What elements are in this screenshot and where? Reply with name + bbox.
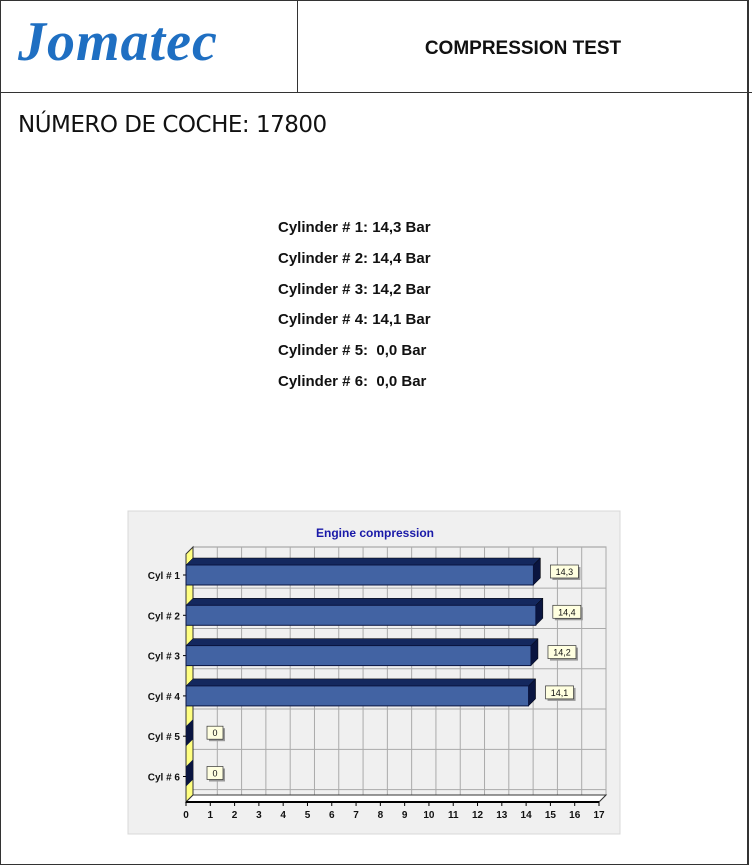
data-label: 14,3 — [556, 567, 574, 577]
y-category-label: Cyl # 6 — [148, 773, 181, 784]
x-tick-label: 9 — [402, 810, 408, 821]
data-label: 14,4 — [558, 607, 576, 617]
bar — [186, 719, 193, 747]
bar — [185, 637, 539, 667]
x-tick-label: 14 — [521, 810, 533, 821]
data-label: 14,1 — [551, 688, 569, 698]
x-tick-label: 8 — [378, 810, 384, 821]
x-tick-label: 12 — [472, 810, 484, 821]
x-tick-label: 17 — [593, 810, 605, 821]
car-number: NÚMERO DE COCHE: 17800 — [18, 112, 327, 138]
bar — [185, 557, 542, 586]
data-label-box — [206, 725, 224, 740]
y-category-label: Cyl # 2 — [148, 611, 181, 622]
header-divider — [0, 92, 752, 93]
cylinder-reading: Cylinder # 1: 14,3 Bar — [278, 219, 431, 236]
data-label-box — [552, 604, 582, 619]
data-label: 14,2 — [553, 648, 571, 658]
cylinder-reading: Cylinder # 2: 14,4 Bar — [278, 250, 431, 267]
bar-top-face — [185, 638, 539, 646]
x-tick-label: 10 — [423, 810, 435, 821]
x-tick-label: 16 — [569, 810, 581, 821]
bar — [185, 678, 537, 707]
bar — [186, 759, 193, 787]
x-tick-label: 7 — [353, 810, 359, 821]
data-label: 0 — [212, 769, 217, 779]
bar-front-face — [185, 604, 537, 626]
y-category-label: Cyl # 1 — [148, 571, 181, 582]
bar — [185, 597, 544, 626]
x-tick-label: 13 — [496, 810, 508, 821]
bar-front-face — [185, 645, 532, 667]
x-tick-label: 3 — [256, 810, 262, 821]
cylinder-reading: Cylinder # 4: 14,1 Bar — [278, 311, 431, 328]
cylinder-reading: Cylinder # 5: 0,0 Bar — [278, 342, 427, 359]
bar-front-face — [185, 685, 530, 707]
x-tick-label: 2 — [232, 810, 238, 821]
y-category-label: Cyl # 3 — [148, 652, 181, 663]
x-tick-label: 6 — [329, 810, 335, 821]
bar-top-face — [185, 678, 537, 687]
header-vertical-divider — [297, 0, 298, 92]
x-tick-label: 5 — [305, 810, 311, 821]
cylinder-reading: Cylinder # 6: 0,0 Bar — [278, 373, 427, 390]
x-tick-label: 4 — [280, 810, 286, 821]
bar-zero-face — [186, 719, 193, 747]
bar-top-face — [185, 557, 542, 566]
data-label-box — [547, 645, 577, 659]
plot-floor — [184, 794, 608, 803]
y-category-label: Cyl # 4 — [148, 692, 181, 703]
data-label-box — [206, 766, 224, 780]
x-tick-label: 15 — [545, 810, 557, 821]
chart-title: Engine compression — [316, 526, 434, 540]
data-label: 0 — [212, 728, 217, 738]
x-tick-label: 0 — [183, 810, 189, 821]
x-tick-label: 1 — [208, 810, 214, 821]
data-label-box — [550, 564, 579, 579]
bar-zero-face — [186, 759, 193, 787]
x-tick-label: 11 — [448, 810, 459, 821]
y-category-label: Cyl # 5 — [148, 732, 181, 743]
data-label-box — [545, 685, 574, 700]
page-title: COMPRESSION TEST — [424, 38, 622, 59]
bar-front-face — [185, 564, 534, 586]
cylinder-reading: Cylinder # 3: 14,2 Bar — [278, 281, 431, 298]
jomatec-logo: Jomatec — [18, 11, 218, 73]
bar-top-face — [185, 598, 544, 606]
